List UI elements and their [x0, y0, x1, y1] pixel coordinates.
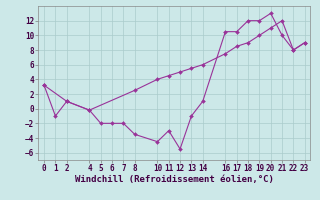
X-axis label: Windchill (Refroidissement éolien,°C): Windchill (Refroidissement éolien,°C)	[75, 175, 274, 184]
